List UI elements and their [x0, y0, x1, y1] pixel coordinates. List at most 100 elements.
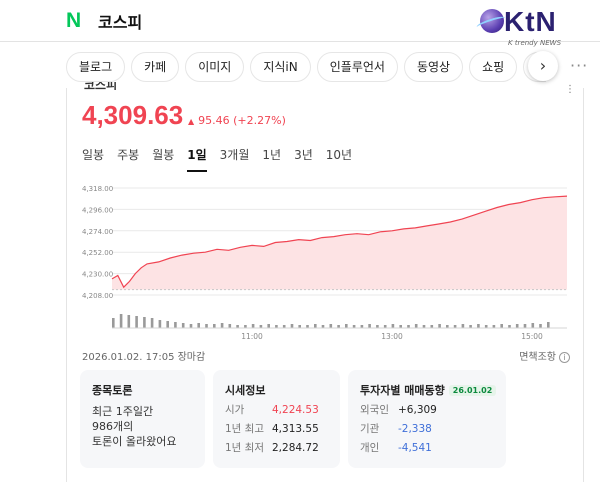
watermark-logo: KtN K trendy NEWS — [480, 6, 592, 47]
investor-label: 개인 — [360, 442, 380, 454]
watermark-brand: KtN — [504, 6, 557, 37]
volume-bar — [531, 323, 535, 328]
tab-influencer[interactable]: 인플루언서 — [316, 52, 398, 82]
tab-cafe[interactable]: 카페 — [131, 52, 180, 82]
tab-kin[interactable]: 지식iN — [250, 52, 311, 82]
volume-bar — [492, 325, 496, 328]
y-tick-label: 4,274.00 — [82, 228, 113, 236]
y-tick-label: 4,230.00 — [82, 271, 113, 279]
tab-shopping[interactable]: 쇼핑 — [469, 52, 518, 82]
disclaimer-link[interactable]: 면책조항 i — [519, 348, 570, 363]
quote-label: 1년 최저 — [225, 442, 264, 454]
volume-bar — [135, 316, 138, 328]
quote-row: 시가 4,224.53 — [225, 402, 319, 418]
price-area — [112, 196, 567, 290]
volume-bar — [236, 325, 239, 328]
card-border-left — [66, 88, 67, 482]
volume-bar — [523, 324, 527, 328]
period-tab[interactable]: 3년 — [294, 148, 313, 162]
volume-bar — [345, 324, 348, 328]
x-tick-label: 15:00 — [521, 332, 543, 341]
volume-bar — [197, 323, 200, 328]
investor-trend-box[interactable]: 투자자별 매매동향 26.01.02 외국인 +6,309 기관 -2,338 개인 -… — [348, 370, 506, 468]
discussion-box[interactable]: 종목토론 최근 1주일간 986개의 토론이 올라왔어요 — [80, 370, 205, 468]
period-tab[interactable]: 월봉 — [152, 148, 175, 162]
period-tab[interactable]: 3개월 — [219, 148, 250, 162]
investor-value: -2,338 — [398, 423, 432, 435]
y-tick-label: 4,208.00 — [82, 292, 113, 300]
volume-bar — [399, 325, 402, 328]
period-tab[interactable]: 주봉 — [117, 148, 140, 162]
discussion-line: 986개의 — [92, 420, 134, 433]
naver-logo[interactable]: N — [66, 9, 82, 32]
period-tab[interactable]: 일봉 — [82, 148, 105, 162]
volume-bar — [383, 325, 387, 328]
volume-bar — [547, 322, 550, 328]
volume-bar — [407, 325, 410, 328]
stock-title: 코스피 — [84, 82, 118, 90]
volume-bar — [275, 325, 278, 328]
tab-video[interactable]: 동영상 — [403, 52, 464, 82]
volume-bar — [391, 324, 395, 328]
x-tick-label: 13:00 — [381, 332, 403, 341]
quote-value: 4,313.55 — [272, 423, 319, 435]
volume-bar — [127, 315, 131, 328]
volume-bar — [430, 325, 434, 328]
volume-bar — [166, 321, 169, 328]
volume-bar — [306, 325, 309, 328]
investor-row: 외국인 +6,309 — [360, 402, 437, 418]
globe-icon — [480, 9, 504, 33]
quote-info-title: 시세정보 — [225, 384, 266, 397]
y-tick-label: 4,252.00 — [82, 249, 113, 257]
volume-bar — [446, 325, 449, 328]
quote-info-box[interactable]: 시세정보 시가 4,224.53 1년 최고 4,313.55 1년 최저 2,284… — [213, 370, 340, 468]
more-dots-icon[interactable]: ··· — [570, 56, 589, 75]
period-tab[interactable]: 10년 — [325, 148, 353, 162]
volume-bar — [477, 324, 480, 328]
disclaimer-label[interactable]: 면책조항 — [519, 352, 556, 363]
investor-value: -4,541 — [398, 442, 432, 454]
card-border-right — [583, 88, 584, 482]
volume-bar — [539, 324, 542, 328]
volume-bar — [321, 325, 325, 328]
investor-row: 개인 -4,541 — [360, 440, 432, 456]
tab-blog[interactable]: 블로그 — [66, 52, 126, 82]
volume-bar — [213, 324, 216, 328]
volume-bar — [368, 324, 371, 328]
chevron-right-icon[interactable]: › — [528, 51, 558, 81]
volume-bar — [438, 324, 441, 328]
quote-row: 1년 최저 2,284.72 — [225, 440, 319, 456]
intraday-chart[interactable]: 4,318.00 4,296.00 4,274.00 4,252.00 4,230.00… — [0, 0, 600, 345]
investor-trend-title: 투자자별 매매동향 26.01.02 — [360, 382, 497, 398]
volume-bar — [352, 325, 356, 328]
period-tab-active[interactable]: 1일 — [187, 146, 207, 172]
volume-bar — [119, 314, 123, 328]
volume-bar — [143, 317, 146, 328]
volume-bar — [453, 325, 457, 328]
volume-bar — [251, 324, 255, 328]
investor-label: 외국인 — [360, 404, 389, 416]
volume-bar — [414, 324, 418, 328]
volume-bar — [158, 320, 162, 328]
up-triangle-icon: ▲ — [188, 117, 195, 126]
volume-bar — [508, 325, 511, 328]
volume-bar — [515, 324, 519, 328]
search-query[interactable]: 코스피 — [98, 13, 143, 32]
quote-row: 1년 최고 4,313.55 — [225, 421, 319, 437]
kebab-icon[interactable]: ⋮ — [565, 84, 575, 95]
period-tab[interactable]: 1년 — [262, 148, 282, 162]
volume-bar — [461, 324, 465, 328]
info-icon[interactable]: i — [559, 352, 570, 363]
period-tabs: 일봉 주봉 월봉 1일 3개월 1년 3년 10년 — [82, 146, 365, 172]
volume-bar — [298, 325, 301, 328]
discussion-line: 토론이 올라왔어요 — [92, 435, 177, 448]
quote-label: 시가 — [225, 404, 245, 416]
volume-bar — [228, 324, 232, 328]
discussion-summary: 최근 1주일간 986개의 토론이 올라왔어요 — [92, 404, 176, 449]
volume-bar — [205, 324, 208, 328]
tab-image[interactable]: 이미지 — [185, 52, 245, 82]
volume-bar — [500, 324, 503, 328]
quote-value: 4,224.53 — [272, 404, 319, 416]
price-line — [111, 195, 568, 289]
discussion-title: 종목토론 — [92, 384, 133, 397]
